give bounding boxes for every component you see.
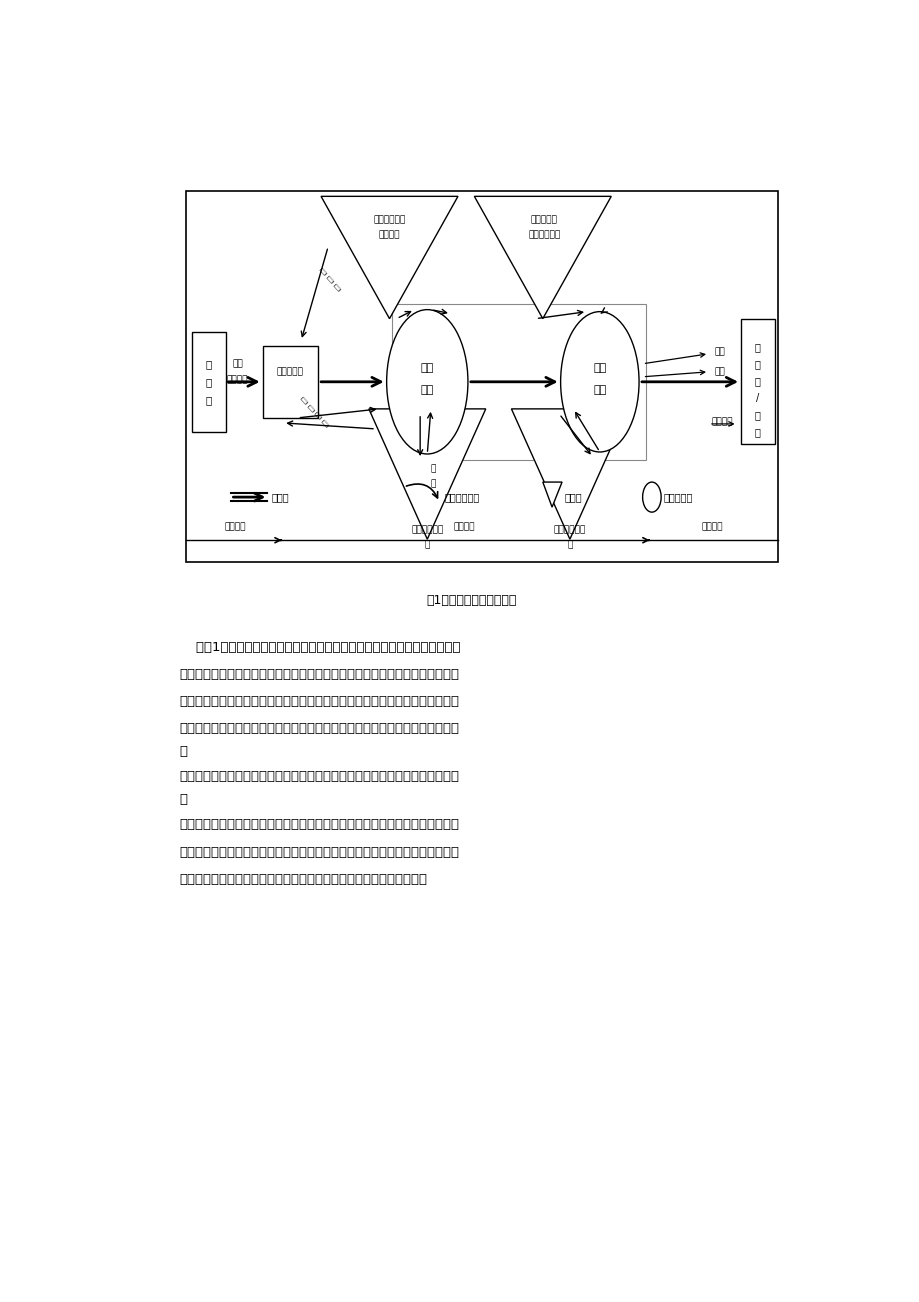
Ellipse shape bbox=[386, 310, 468, 454]
Text: 图1：生产企业物流流程图: 图1：生产企业物流流程图 bbox=[425, 594, 516, 607]
Text: 仓储：零部件: 仓储：零部件 bbox=[411, 526, 443, 535]
Text: 加工: 加工 bbox=[420, 385, 434, 395]
Text: /: / bbox=[755, 393, 758, 402]
Text: 经: 经 bbox=[754, 341, 760, 352]
Text: 库: 库 bbox=[425, 540, 429, 549]
Text: 商: 商 bbox=[754, 376, 760, 385]
Bar bbox=[262, 346, 318, 418]
Text: 、: 、 bbox=[179, 745, 187, 758]
Text: 销售发出: 销售发出 bbox=[711, 418, 732, 427]
Text: 生产物流: 生产物流 bbox=[453, 522, 474, 531]
Text: ：作业操作: ：作业操作 bbox=[663, 492, 692, 503]
Text: 更细的流程，且存货在企业内部要经历多次循环。比如，原材料要经历验收入库: 更细的流程，且存货在企业内部要经历多次循环。比如，原材料要经历验收入库 bbox=[179, 771, 459, 784]
Text: 用发出、原料加工、装配包装、盘点清查、销售处置等主要环节。具体到某个特: 用发出、原料加工、装配包装、盘点清查、销售处置等主要环节。具体到某个特 bbox=[179, 695, 459, 708]
Bar bbox=[391, 303, 645, 460]
Polygon shape bbox=[542, 482, 562, 508]
Text: 销售物流: 销售物流 bbox=[701, 522, 722, 531]
Text: ：仓储: ：仓储 bbox=[563, 492, 581, 503]
Text: 装配: 装配 bbox=[593, 363, 606, 372]
Ellipse shape bbox=[560, 311, 639, 452]
Text: 运输: 运输 bbox=[232, 359, 243, 368]
Text: 仓储：产成: 仓储：产成 bbox=[530, 215, 557, 224]
Text: ：内部小物流: ：内部小物流 bbox=[444, 492, 479, 503]
Text: 销售: 销售 bbox=[713, 348, 724, 357]
Polygon shape bbox=[511, 409, 628, 539]
Text: 原材料验收: 原材料验收 bbox=[277, 367, 303, 376]
Text: 商: 商 bbox=[206, 395, 211, 405]
Text: 从图1可以看出，一般生产企业的存货业务流程可分为取得、验收、仓储保: 从图1可以看出，一般生产企业的存货业务流程可分为取得、验收、仓储保 bbox=[179, 641, 460, 654]
Text: 原料: 原料 bbox=[420, 363, 434, 372]
Bar bbox=[186, 191, 777, 562]
Text: 收
入
库: 收 入 库 bbox=[318, 267, 342, 292]
Text: 发出: 发出 bbox=[713, 367, 724, 376]
Text: 装卸搬运: 装卸搬运 bbox=[227, 375, 248, 384]
Text: 品、在制品库: 品、在制品库 bbox=[528, 230, 560, 240]
Text: 及辅料库: 及辅料库 bbox=[379, 230, 400, 240]
Text: 领用加工，形成半成品后又入库保存或现场保管、领用半成品继续加工，加工完: 领用加工，形成半成品后又入库保存或现场保管、领用半成品继续加工，加工完 bbox=[179, 819, 459, 832]
Text: 户: 户 bbox=[754, 427, 760, 437]
Text: 应: 应 bbox=[206, 376, 211, 387]
Ellipse shape bbox=[641, 482, 661, 512]
Text: 定生产企业，存货业务流程可能较为复杂，不仅涉及上述所有环节，甚至有更多: 定生产企业，存货业务流程可能较为复杂，不仅涉及上述所有环节，甚至有更多 bbox=[179, 723, 459, 736]
Polygon shape bbox=[474, 197, 610, 319]
Text: 活动较为简单，其存货业务流程可能只涉及上述阶段中的某几个环节。: 活动较为简单，其存货业务流程可能只涉及上述阶段中的某几个环节。 bbox=[179, 872, 426, 885]
Text: 领: 领 bbox=[430, 465, 436, 474]
Text: 库: 库 bbox=[567, 540, 572, 549]
Text: 、: 、 bbox=[179, 793, 187, 806]
Polygon shape bbox=[369, 409, 485, 539]
Text: 验
收
入
库: 验 收 入 库 bbox=[300, 396, 329, 428]
Text: 成为产成品后再入库保存，直至发出销售等过程。也有部分生产企业的生产经营: 成为产成品后再入库保存，直至发出销售等过程。也有部分生产企业的生产经营 bbox=[179, 845, 459, 858]
Polygon shape bbox=[321, 197, 458, 319]
Text: 用: 用 bbox=[430, 479, 436, 488]
Text: 供: 供 bbox=[206, 359, 211, 368]
Text: 包装: 包装 bbox=[593, 385, 606, 395]
Text: 用: 用 bbox=[754, 410, 760, 421]
Bar bbox=[740, 319, 774, 444]
Bar bbox=[192, 332, 225, 432]
Text: ：物流: ：物流 bbox=[272, 492, 289, 503]
Text: 仓储：原材料: 仓储：原材料 bbox=[373, 215, 405, 224]
Text: 供应物流: 供应物流 bbox=[224, 522, 245, 531]
Text: 管、生产加工、盘点处置等四个阶段，历经取得存货、验收入库、仓储保管、领: 管、生产加工、盘点处置等四个阶段，历经取得存货、验收入库、仓储保管、领 bbox=[179, 668, 459, 681]
Text: 销: 销 bbox=[754, 359, 760, 368]
Text: 仓储：产成品: 仓储：产成品 bbox=[553, 526, 585, 535]
